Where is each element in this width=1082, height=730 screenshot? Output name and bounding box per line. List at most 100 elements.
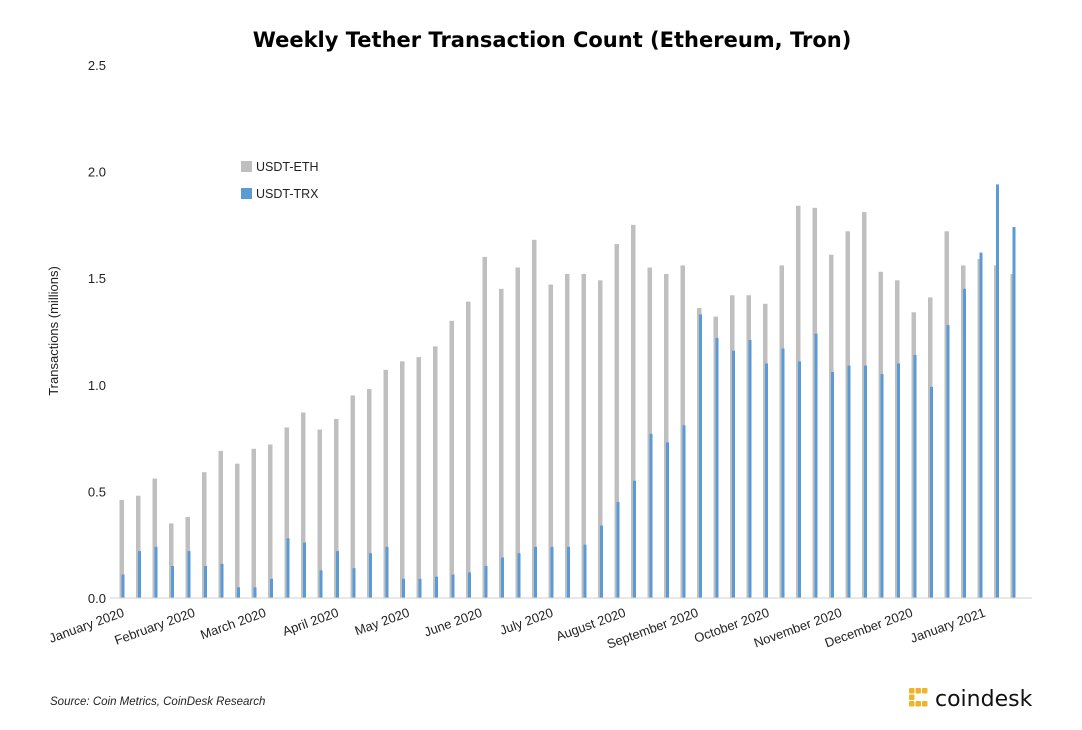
y-tick-label: 0.0	[88, 591, 106, 606]
bar-usdt-trx	[864, 365, 867, 598]
bar-usdt-eth	[119, 499, 124, 598]
x-tick-label: May 2020	[353, 605, 412, 639]
bar-usdt-trx	[468, 572, 471, 598]
bar-usdt-eth	[598, 280, 603, 598]
bar-usdt-trx	[187, 551, 191, 598]
bar-usdt-trx	[682, 425, 686, 598]
bar-usdt-trx	[154, 546, 158, 598]
bar-usdt-trx	[237, 587, 240, 598]
bar-usdt-trx	[402, 578, 405, 598]
bar-usdt-trx	[880, 374, 884, 598]
bar-usdt-eth	[499, 288, 504, 598]
bar-usdt-eth	[565, 273, 570, 598]
bar-usdt-trx	[913, 354, 917, 598]
bar-usdt-trx	[270, 578, 273, 598]
bar-usdt-trx	[534, 546, 537, 598]
y-tick-label: 2.0	[88, 165, 106, 180]
bar-usdt-trx	[303, 542, 306, 598]
y-tick-label: 2.5	[88, 58, 106, 73]
bar-usdt-trx	[418, 578, 422, 598]
bar-usdt-trx	[220, 563, 224, 598]
source-note: Source: Coin Metrics, CoinDesk Research	[50, 696, 265, 708]
coindesk-logo-icon	[909, 688, 928, 707]
bar-usdt-trx	[732, 350, 735, 598]
bar-usdt-eth	[235, 463, 240, 598]
x-tick-label: February 2020	[112, 605, 197, 648]
bar-usdt-trx	[253, 587, 257, 598]
bar-usdt-eth	[614, 244, 619, 598]
bar-usdt-trx	[435, 576, 438, 598]
bar-usdt-eth	[268, 444, 273, 598]
bar-usdt-trx	[171, 566, 174, 598]
x-tick-label: June 2020	[422, 605, 484, 640]
bar-usdt-eth	[515, 267, 520, 598]
bar-usdt-trx	[286, 538, 290, 598]
bars	[119, 184, 1016, 599]
logo-dot	[909, 694, 915, 700]
bar-usdt-eth	[152, 478, 157, 598]
bar-usdt-trx	[814, 333, 818, 598]
logo-dot	[909, 701, 915, 707]
bar-usdt-eth	[433, 346, 438, 598]
logo-dot	[915, 701, 921, 707]
y-tick-label: 1.5	[88, 271, 106, 286]
bar-usdt-eth	[202, 472, 207, 598]
bar-usdt-eth	[449, 320, 454, 598]
bar-usdt-trx	[550, 546, 554, 598]
bar-usdt-eth	[482, 256, 487, 598]
logo-dot	[909, 688, 915, 694]
bar-usdt-trx	[963, 288, 966, 598]
bar-usdt-eth	[136, 495, 141, 598]
bar-usdt-eth	[416, 357, 421, 598]
bar-usdt-eth	[301, 412, 306, 598]
bar-usdt-trx	[138, 551, 141, 598]
bar-usdt-trx	[831, 372, 834, 598]
bar-usdt-trx	[699, 314, 702, 598]
bar-usdt-trx	[666, 442, 669, 598]
logo-dot	[915, 688, 921, 694]
bar-usdt-trx	[748, 340, 752, 598]
bar-usdt-eth	[284, 427, 289, 598]
bar-usdt-trx	[649, 433, 653, 598]
bar-usdt-trx	[336, 551, 339, 598]
bar-usdt-trx	[121, 574, 125, 598]
y-tick-label: 0.5	[88, 484, 106, 499]
bar-usdt-eth	[548, 284, 553, 598]
bar-usdt-trx	[798, 361, 801, 598]
brand-name: coindesk	[935, 687, 1033, 712]
x-tick-label: July 2020	[498, 605, 555, 638]
bar-usdt-trx	[484, 566, 488, 598]
bar-usdt-trx	[319, 570, 323, 598]
x-tick-label: March 2020	[198, 605, 268, 643]
bar-usdt-trx	[897, 363, 900, 598]
logo-dot	[922, 688, 928, 694]
bar-usdt-trx	[385, 546, 389, 598]
bar-usdt-trx	[600, 525, 603, 598]
chart-title: Weekly Tether Transaction Count (Ethereu…	[253, 28, 852, 52]
x-tick-label: April 2020	[280, 605, 340, 639]
bar-usdt-trx	[847, 365, 851, 598]
bar-usdt-eth	[631, 224, 636, 598]
bar-usdt-trx	[979, 252, 983, 598]
bar-usdt-eth	[532, 239, 537, 598]
bar-usdt-trx	[204, 566, 207, 598]
bar-usdt-trx	[352, 568, 356, 598]
legend: USDT-ETH USDT-TRX	[241, 160, 319, 201]
bar-usdt-trx	[781, 348, 785, 598]
x-tick-label: January 2021	[908, 605, 987, 646]
y-axis: 0.0 0.5 1.0 1.5 2.0 2.5	[88, 58, 106, 606]
bar-usdt-eth	[251, 448, 256, 598]
y-axis-label: Transactions (millions)	[46, 266, 61, 396]
bar-usdt-eth	[383, 369, 388, 598]
bar-usdt-trx	[501, 557, 504, 598]
bar-usdt-eth	[169, 523, 174, 598]
bar-usdt-trx	[765, 363, 768, 598]
logo-dot	[922, 701, 928, 707]
bar-usdt-trx	[633, 480, 636, 598]
legend-swatch-trx	[241, 188, 252, 199]
bar-usdt-eth	[350, 395, 355, 598]
bar-usdt-trx	[930, 386, 933, 598]
bar-usdt-trx	[583, 544, 587, 598]
